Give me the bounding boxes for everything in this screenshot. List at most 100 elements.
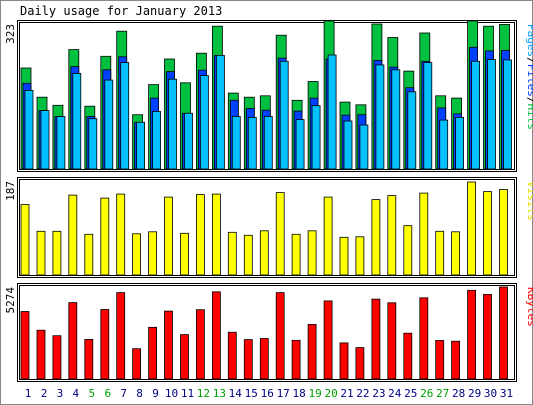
bar-kbytes-day-26	[419, 297, 429, 380]
y-axis-label-hits_files_pages: Pages/Files/Hits	[525, 24, 533, 130]
x-tick-label-day-30: 30	[484, 387, 497, 400]
x-tick-label-day-14: 14	[229, 387, 243, 400]
x-tick-label-day-11: 11	[181, 387, 194, 400]
x-tick-label-day-20: 20	[324, 387, 337, 400]
bar-pages-day-7	[120, 62, 130, 170]
y-axis-label-part: /	[525, 97, 533, 104]
y-axis-label-part: Visits	[525, 181, 533, 221]
y-axis-label-part: Hits	[525, 104, 533, 131]
bar-pages-day-28	[455, 117, 465, 170]
bar-visits-day-13	[211, 193, 221, 276]
bar-pages-day-21	[343, 120, 353, 170]
y-max-label-hits_files_pages: 323	[4, 24, 17, 44]
bar-kbytes-day-4	[68, 302, 78, 380]
bar-visits-day-5	[84, 233, 94, 276]
bar-pages-day-25	[407, 91, 417, 170]
x-tick-label-day-21: 21	[340, 387, 353, 400]
bar-visits-day-12	[195, 194, 205, 276]
x-tick-label-day-5: 5	[88, 387, 95, 400]
bar-kbytes-day-20	[323, 300, 333, 380]
x-tick-label-day-1: 1	[25, 387, 32, 400]
bar-pages-day-1	[24, 90, 34, 170]
bar-pages-day-4	[72, 73, 82, 170]
bar-kbytes-day-14	[227, 331, 237, 380]
bar-kbytes-day-11	[180, 334, 189, 380]
bar-kbytes-day-19	[307, 323, 317, 380]
panel-inner-frame-visits	[19, 179, 515, 276]
bar-pages-day-26	[423, 62, 433, 170]
bar-visits-day-24	[387, 195, 397, 276]
bar-visits-day-2	[36, 230, 46, 276]
bar-pages-day-31	[503, 59, 512, 170]
panel-frame-hits_files_pages	[17, 20, 517, 172]
bar-pages-day-22	[359, 124, 369, 170]
y-max-label-visits: 187	[4, 181, 17, 201]
bar-kbytes-day-12	[195, 309, 205, 380]
y-axis-label-part: /	[525, 57, 533, 64]
bar-kbytes-day-3	[52, 335, 62, 380]
panel-inner-frame-kbytes	[19, 285, 515, 380]
bar-pages-day-16	[263, 116, 273, 170]
bar-kbytes-day-25	[403, 332, 413, 380]
bar-pages-day-9	[152, 111, 162, 170]
x-tick-label-day-4: 4	[72, 387, 79, 400]
bar-kbytes-day-2	[36, 329, 46, 380]
bar-pages-day-24	[391, 69, 401, 170]
y-axis-label-kbytes: KBytes	[525, 287, 533, 327]
bar-pages-day-30	[487, 59, 496, 170]
y-axis-label-part: KBytes	[525, 287, 533, 327]
bar-visits-day-25	[403, 225, 413, 276]
bar-kbytes-day-16	[259, 338, 269, 380]
bar-visits-day-26	[419, 192, 429, 276]
bar-kbytes-day-22	[355, 347, 365, 380]
bar-pages-day-15	[247, 117, 257, 170]
bar-visits-day-28	[451, 231, 461, 276]
bar-visits-day-1	[20, 204, 30, 276]
x-tick-label-day-23: 23	[372, 387, 385, 400]
x-tick-label-day-13: 13	[213, 387, 226, 400]
panel-frame-visits	[17, 177, 517, 278]
panel-frame-kbytes	[17, 283, 517, 382]
x-tick-label-day-19: 19	[308, 387, 321, 400]
bar-pages-day-13	[215, 55, 225, 170]
x-tick-label-day-10: 10	[165, 387, 178, 400]
bar-visits-day-30	[483, 191, 492, 276]
x-tick-label-day-26: 26	[420, 387, 433, 400]
y-axis-label-part: Files	[525, 64, 533, 97]
bar-kbytes-day-5	[84, 338, 94, 380]
bar-kbytes-day-23	[371, 298, 381, 380]
bar-pages-day-29	[471, 60, 481, 170]
bar-pages-day-10	[168, 78, 177, 170]
x-tick-label-day-2: 2	[41, 387, 48, 400]
x-tick-label-day-25: 25	[404, 387, 417, 400]
bar-visits-day-11	[180, 232, 189, 276]
bar-visits-day-27	[435, 230, 445, 276]
bar-visits-day-31	[499, 189, 508, 276]
bar-visits-day-20	[323, 196, 333, 276]
bar-kbytes-day-27	[435, 339, 445, 380]
chart-title: Daily usage for January 2013	[20, 4, 222, 18]
x-tick-label-day-7: 7	[120, 387, 127, 400]
bar-visits-day-15	[243, 234, 253, 276]
y-axis-label-visits: Visits	[525, 181, 533, 221]
bar-visits-day-10	[164, 196, 173, 276]
bar-pages-day-18	[295, 119, 305, 170]
bar-visits-day-14	[227, 231, 237, 276]
bar-pages-day-27	[439, 119, 449, 170]
bar-kbytes-day-15	[243, 339, 253, 380]
bar-pages-day-5	[88, 118, 98, 170]
x-tick-label-day-12: 12	[197, 387, 210, 400]
bar-pages-day-12	[199, 75, 209, 170]
bar-visits-day-8	[132, 233, 142, 276]
bar-visits-day-6	[100, 197, 110, 276]
bar-pages-day-6	[104, 79, 114, 170]
x-tick-label-day-24: 24	[388, 387, 402, 400]
x-tick-label-day-6: 6	[104, 387, 111, 400]
panel-inner-frame-hits_files_pages	[19, 22, 515, 170]
bar-visits-day-21	[339, 236, 349, 276]
bar-visits-day-19	[307, 230, 317, 276]
bar-visits-day-4	[68, 194, 78, 276]
x-tick-label-day-9: 9	[152, 387, 159, 400]
